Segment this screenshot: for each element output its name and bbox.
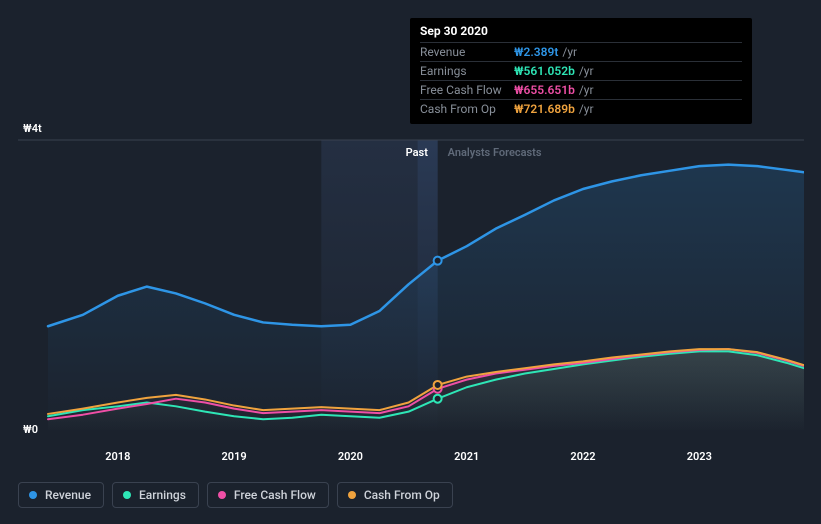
legend-dot-icon [29,491,37,499]
tooltip-row-label: Earnings [420,64,514,78]
legend-item-cash-from-op[interactable]: Cash From Op [337,482,453,508]
legend-dot-icon [218,491,226,499]
legend-item-earnings[interactable]: Earnings [112,482,199,508]
tooltip-row: Revenue ₩2.389t /yr [420,42,742,61]
tooltip-row-value: ₩2.389t [514,45,558,59]
legend-label: Cash From Op [364,488,440,502]
y-tick-min: ₩0 [23,423,38,436]
x-tick: 2021 [454,450,479,463]
x-tick: 2019 [222,450,247,463]
hover-tooltip: Sep 30 2020 Revenue ₩2.389t /yrEarnings … [410,18,752,124]
x-tick: 2018 [105,450,130,463]
x-tick: 2020 [338,450,363,463]
tooltip-row-unit: /yr [579,102,594,116]
tooltip-date: Sep 30 2020 [420,24,742,38]
tooltip-row-label: Cash From Op [420,102,514,116]
x-tick: 2023 [687,450,712,463]
legend-dot-icon [348,491,356,499]
tooltip-row-unit: /yr [562,45,577,59]
tooltip-row-value: ₩721.689b [514,102,575,116]
tooltip-row-label: Revenue [420,45,514,59]
tooltip-row-value: ₩655.651b [514,83,575,97]
legend: Revenue Earnings Free Cash Flow Cash Fro… [18,482,453,508]
x-tick: 2022 [570,450,595,463]
tooltip-row-unit: /yr [579,83,594,97]
legend-item-revenue[interactable]: Revenue [18,482,104,508]
tooltip-row: Earnings ₩561.052b /yr [420,61,742,80]
tooltip-row-label: Free Cash Flow [420,83,514,97]
legend-item-free-cash-flow[interactable]: Free Cash Flow [207,482,329,508]
legend-label: Revenue [45,488,91,502]
tooltip-row-unit: /yr [579,64,594,78]
past-section-label: Past [406,146,428,159]
tooltip-row: Cash From Op ₩721.689b /yr [420,99,742,118]
tooltip-row-value: ₩561.052b [514,64,575,78]
forecast-section-label: Analysts Forecasts [448,146,542,159]
tooltip-row: Free Cash Flow ₩655.651b /yr [420,80,742,99]
legend-label: Earnings [139,488,186,502]
legend-label: Free Cash Flow [234,488,316,502]
y-tick-max: ₩4t [23,122,42,135]
legend-dot-icon [123,491,131,499]
